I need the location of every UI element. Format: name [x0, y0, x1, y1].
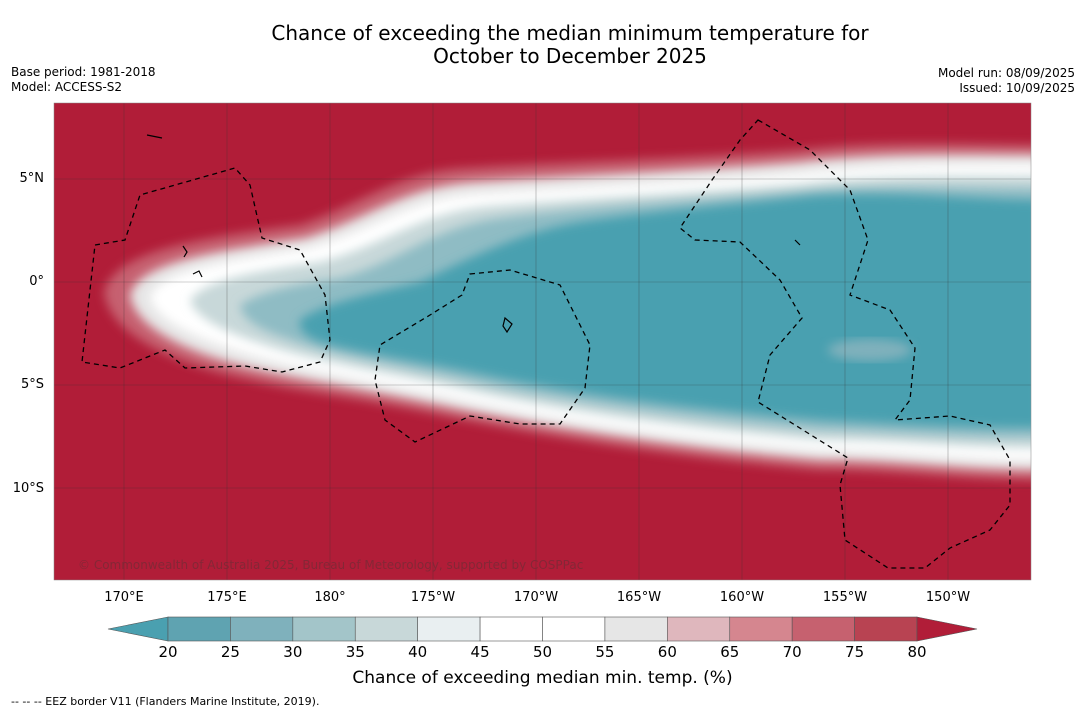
meta-right: Model run: 08/09/2025 Issued: 10/09/2025 — [938, 66, 1075, 96]
title-line-2: October to December 2025 — [433, 44, 707, 68]
colorbar-swatch — [292, 616, 356, 642]
colorbar-tick-label: 25 — [220, 643, 240, 661]
colorbar-tick-label: 45 — [470, 643, 490, 661]
model-run: Model run: 08/09/2025 — [937, 66, 1075, 80]
colorbar-swatch — [667, 616, 731, 642]
lon-label-170e: 170°E — [104, 590, 144, 605]
colorbar-swatch — [791, 616, 855, 642]
eez-phoenix — [374, 269, 591, 443]
colorbar-tick-label: 50 — [532, 643, 553, 661]
lon-label-175e: 175°E — [207, 590, 247, 605]
map-title: Chance of exceeding the median minimum t… — [170, 22, 970, 68]
eez-footnote: -- -- -- EEZ border V11 (Flanders Marine… — [11, 695, 320, 708]
eez-borders — [81, 119, 1011, 569]
colorbar-swatch — [417, 616, 481, 642]
colorbar-label: Chance of exceeding median min. temp. (%… — [352, 668, 733, 688]
eez-line-islands — [679, 119, 1011, 569]
eez-kiribati-gilberts — [81, 167, 331, 373]
light-patch — [828, 339, 912, 361]
colorbar-tick-label: 20 — [158, 643, 178, 661]
issued-date: Issued: 10/09/2025 — [959, 81, 1075, 95]
colorbar-swatch — [542, 616, 606, 642]
colorbar-swatch — [479, 616, 543, 642]
lon-label-160w: 160°W — [719, 590, 765, 605]
title-line-1: Chance of exceeding the median minimum t… — [271, 21, 869, 45]
lon-label-165w: 165°W — [616, 590, 662, 605]
coastlines — [146, 134, 801, 334]
colorbar-tick-label: 35 — [345, 643, 365, 661]
colorbar-over-arrow — [916, 616, 978, 642]
lat-label-5s: 5°S — [20, 377, 44, 392]
map-frame — [53, 102, 1032, 581]
gridlines — [54, 103, 1031, 580]
colorbar-tick-label: 70 — [782, 643, 802, 661]
colorbar-swatch — [354, 616, 418, 642]
map-field — [54, 103, 1031, 580]
lon-label-155w: 155°W — [822, 590, 868, 605]
lon-label-175w: 175°W — [410, 590, 456, 605]
colorbar-swatch — [604, 616, 668, 642]
lat-label-0: 0° — [29, 274, 44, 289]
colorbar-tick-label: 80 — [907, 643, 927, 661]
copyright-notice: © Commonwealth of Australia 2025, Bureau… — [78, 558, 584, 572]
base-period: Base period: 1981-2018 — [11, 65, 156, 79]
colorbar-tick-label: 65 — [720, 643, 740, 661]
model-name: Model: ACCESS-S2 — [11, 80, 123, 94]
lon-label-150w: 150°W — [925, 590, 971, 605]
meta-left: Base period: 1981-2018 Model: ACCESS-S2 — [11, 65, 156, 95]
colorbar-tick-label: 60 — [657, 643, 677, 661]
colorbar-swatch — [729, 616, 793, 642]
colorbar-swatch — [167, 616, 231, 642]
colorbar-swatch — [854, 616, 918, 642]
colorbar-tick-label: 55 — [595, 643, 615, 661]
lon-label-180: 180° — [314, 590, 346, 605]
colorbar-under-arrow — [107, 616, 169, 642]
colorbar-tick-label: 30 — [283, 643, 303, 661]
colorbar-tick-label: 75 — [845, 643, 865, 661]
colorbar-tick-label: 40 — [408, 643, 428, 661]
colorbar-swatch — [230, 616, 294, 642]
lat-label-5n: 5°N — [19, 171, 45, 186]
colorbar — [107, 616, 978, 642]
lon-label-170w: 170°W — [513, 590, 559, 605]
lat-label-10s: 10°S — [12, 481, 44, 496]
band-20 — [299, 194, 1031, 428]
